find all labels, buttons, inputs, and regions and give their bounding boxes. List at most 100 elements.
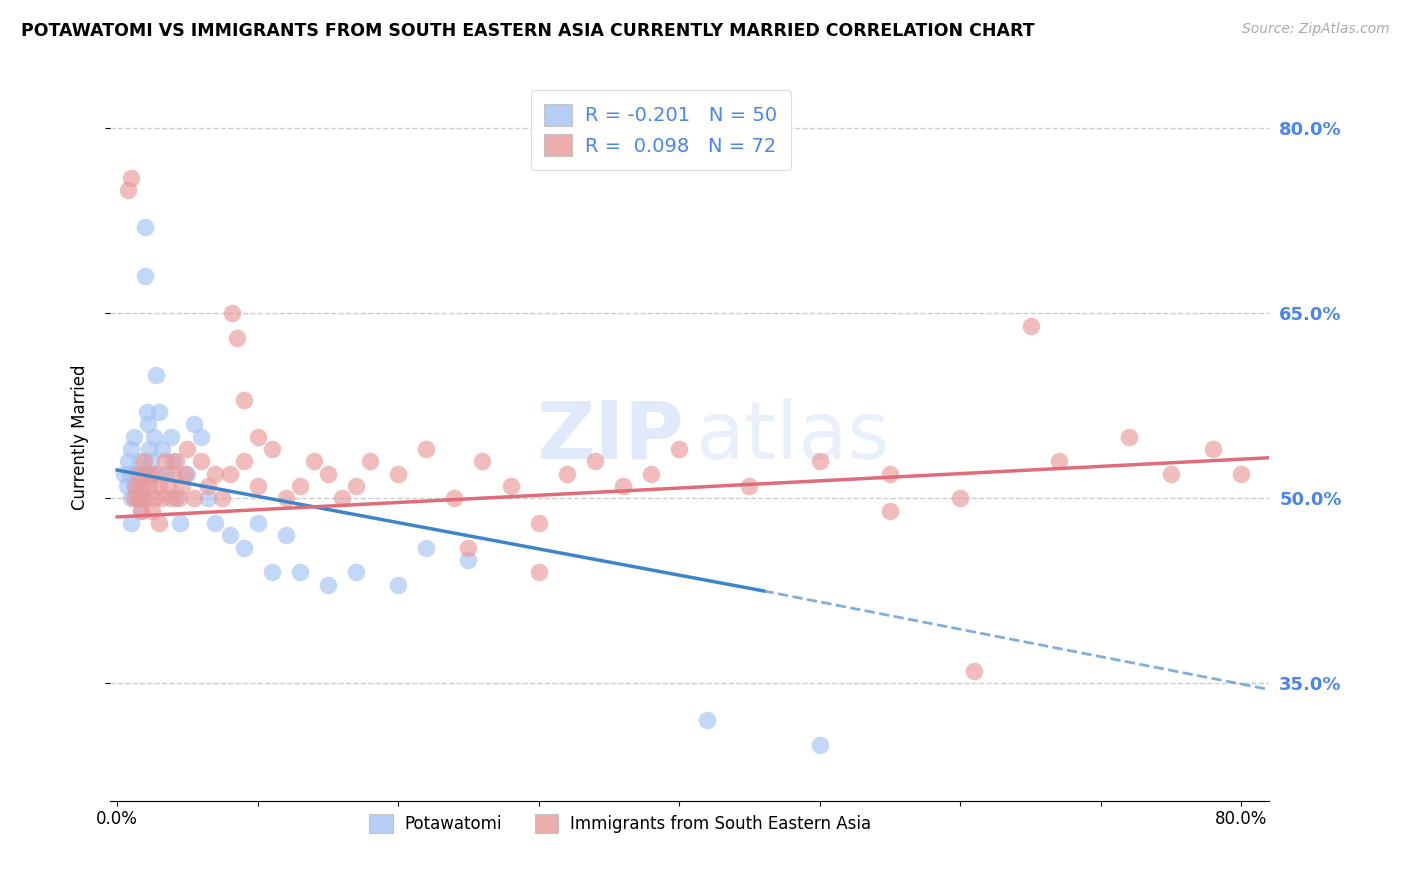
Point (260, 442, 283, 456)
Point (176, 442, 198, 456)
Point (949, 491, 972, 506)
Point (221, 306, 243, 320)
Point (145, 368, 167, 383)
Point (131, 479, 153, 493)
Point (330, 491, 353, 506)
Point (117, 454, 139, 468)
Point (696, 714, 718, 728)
Point (879, 467, 901, 481)
Text: ZIP: ZIP (537, 398, 683, 475)
Point (225, 331, 247, 345)
Point (668, 442, 690, 456)
Point (246, 430, 269, 444)
Y-axis label: Currently Married: Currently Married (72, 364, 89, 509)
Point (197, 491, 219, 506)
Point (808, 454, 831, 468)
Point (124, 479, 146, 493)
Point (132, 467, 155, 481)
Point (288, 479, 311, 493)
Point (1118, 430, 1140, 444)
Point (156, 479, 179, 493)
Point (134, 491, 156, 506)
Point (159, 430, 181, 444)
Point (583, 454, 606, 468)
Point (176, 467, 198, 481)
Point (127, 491, 149, 506)
Point (167, 491, 190, 506)
Point (1047, 454, 1070, 468)
Point (159, 491, 181, 506)
Point (155, 467, 177, 481)
Point (260, 566, 283, 580)
Point (1019, 318, 1042, 333)
Point (153, 454, 176, 468)
Point (129, 504, 152, 518)
Point (738, 479, 761, 493)
Point (1230, 467, 1253, 481)
Point (170, 479, 193, 493)
Point (232, 392, 254, 407)
Point (808, 738, 831, 752)
Point (115, 479, 138, 493)
Point (359, 454, 381, 468)
Text: POTAWATOMI VS IMMIGRANTS FROM SOUTH EASTERN ASIA CURRENTLY MARRIED CORRELATION C: POTAWATOMI VS IMMIGRANTS FROM SOUTH EAST… (21, 22, 1035, 40)
Point (879, 504, 901, 518)
Point (148, 479, 170, 493)
Point (112, 467, 135, 481)
Point (124, 479, 146, 493)
Point (527, 516, 550, 530)
Point (457, 541, 479, 555)
Point (128, 454, 150, 468)
Point (165, 491, 187, 506)
Point (127, 467, 149, 481)
Point (344, 566, 367, 580)
Point (132, 454, 155, 468)
Point (165, 454, 187, 468)
Point (415, 541, 437, 555)
Point (471, 454, 494, 468)
Point (443, 491, 465, 506)
Point (150, 491, 173, 506)
Point (162, 454, 184, 468)
Point (136, 417, 159, 432)
Point (218, 467, 240, 481)
Point (197, 479, 219, 493)
Point (169, 516, 191, 530)
Point (190, 454, 212, 468)
Point (131, 491, 153, 506)
Point (387, 467, 409, 481)
Point (232, 454, 254, 468)
Point (316, 578, 339, 592)
Point (204, 467, 226, 481)
Point (122, 430, 145, 444)
Point (499, 479, 522, 493)
Point (138, 442, 160, 456)
Point (232, 541, 254, 555)
Point (148, 405, 170, 419)
Point (136, 467, 159, 481)
Point (127, 491, 149, 506)
Point (142, 430, 165, 444)
Point (274, 528, 297, 542)
Point (527, 566, 550, 580)
Point (612, 479, 634, 493)
Legend: Potawatomi, Immigrants from South Eastern Asia: Potawatomi, Immigrants from South Easter… (363, 807, 877, 839)
Point (211, 491, 233, 506)
Text: atlas: atlas (696, 398, 890, 475)
Point (125, 467, 148, 481)
Point (129, 504, 152, 518)
Point (415, 442, 437, 456)
Point (183, 491, 205, 506)
Point (148, 516, 170, 530)
Point (138, 479, 160, 493)
Point (302, 454, 325, 468)
Point (134, 269, 156, 284)
Point (1202, 442, 1225, 456)
Point (183, 417, 205, 432)
Text: Source: ZipAtlas.com: Source: ZipAtlas.com (1241, 22, 1389, 37)
Point (120, 170, 142, 185)
Point (120, 491, 142, 506)
Point (122, 491, 145, 506)
Point (344, 479, 367, 493)
Point (963, 664, 986, 678)
